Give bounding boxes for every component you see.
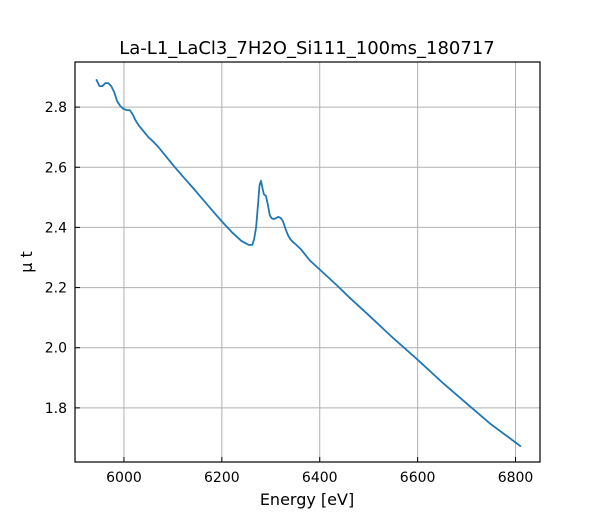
y-tick-label: 2.4 [45, 220, 67, 236]
x-tick-label: 6600 [400, 470, 436, 486]
plot-frame [74, 61, 541, 463]
tick-layer: 6000 6200 6400 6600 6800 1.8 2.0 2.2 2.4 2.6 2.8 [45, 100, 534, 486]
x-tick-label: 6000 [106, 470, 142, 486]
y-axis-label: μ t [17, 251, 36, 273]
y-tick-label: 2.0 [45, 341, 67, 357]
y-tick-label: 2.2 [45, 281, 67, 297]
grid-layer [75, 62, 540, 462]
chart-title: La-L1_LaCl3_7H2O_Si111_100ms_180717 [119, 38, 495, 59]
y-tick-label: 2.6 [45, 160, 67, 176]
y-tick-label: 2.8 [45, 100, 67, 116]
x-tick-label: 6800 [498, 470, 534, 486]
x-tick-label: 6200 [204, 470, 240, 486]
x-tick-label: 6400 [302, 470, 338, 486]
y-tick-label: 1.8 [45, 401, 67, 417]
x-axis-label: Energy [eV] [260, 490, 354, 509]
series-layer [95, 79, 522, 448]
series-line [95, 79, 522, 448]
